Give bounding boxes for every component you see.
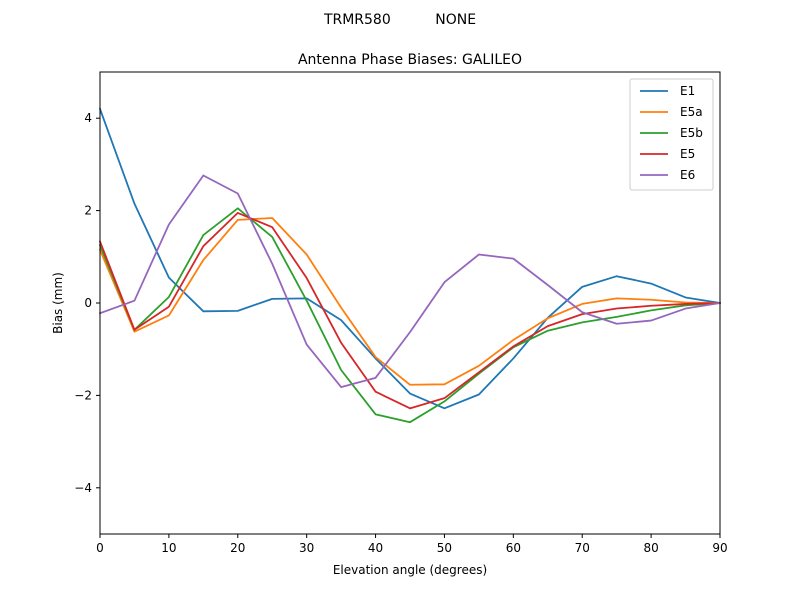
series-line-e5b — [98, 207, 721, 424]
x-tick-label: 60 — [506, 541, 521, 555]
series-line-e5a — [98, 217, 721, 386]
y-tick-label: 2 — [84, 204, 92, 218]
x-tick-label: 80 — [643, 541, 658, 555]
series-line-e6 — [98, 174, 722, 388]
x-tick-label: 30 — [299, 541, 314, 555]
x-tick-label: 90 — [712, 541, 727, 555]
plot-frame — [99, 71, 721, 535]
x-tick-label: 10 — [161, 541, 176, 555]
y-axis-label: Bias (mm) — [51, 272, 65, 334]
legend-label-e6: E6 — [680, 168, 695, 182]
x-tick-label: 40 — [368, 541, 383, 555]
series-line-e5 — [98, 212, 721, 410]
y-tick-label: −4 — [74, 481, 92, 495]
legend: E1 E5a E5b E5 E6 — [629, 78, 714, 191]
plot-lines — [98, 107, 722, 424]
x-tick-label: 20 — [230, 541, 245, 555]
series-line-e1 — [98, 107, 722, 410]
x-axis-label: Elevation angle (degrees) — [333, 563, 487, 577]
figure-suptitle: TRMR580 NONE — [323, 12, 476, 28]
y-tick-label: 0 — [84, 296, 92, 310]
x-axis-ticks: 0 10 20 30 40 50 60 70 80 90 — [96, 534, 728, 555]
chart-title: Antenna Phase Biases: GALILEO — [298, 52, 522, 68]
legend-label-e5: E5 — [680, 147, 695, 161]
y-axis-ticks: 4 2 0 −2 −4 — [74, 111, 100, 495]
x-tick-label: 0 — [96, 541, 104, 555]
legend-label-e5b: E5b — [680, 126, 703, 140]
y-tick-label: −2 — [74, 388, 92, 402]
x-tick-label: 70 — [575, 541, 590, 555]
x-tick-label: 50 — [437, 541, 452, 555]
legend-box — [629, 78, 714, 191]
y-tick-label: 4 — [84, 111, 92, 125]
legend-label-e5a: E5a — [680, 105, 703, 119]
legend-label-e1: E1 — [680, 84, 695, 98]
